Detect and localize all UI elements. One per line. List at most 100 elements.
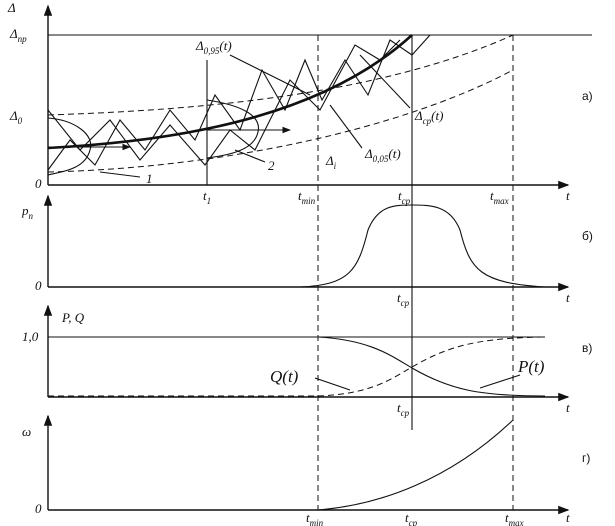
label-part: Δ xyxy=(364,146,373,161)
origin: 0 xyxy=(35,278,42,293)
label-part: Q(t) xyxy=(270,367,299,386)
label-part: 2 xyxy=(268,158,275,173)
callout: 2 xyxy=(268,158,275,173)
label-part: (t) xyxy=(219,38,231,53)
leader xyxy=(479,374,521,389)
time-label: tmax xyxy=(490,188,509,206)
subscript: max xyxy=(509,518,524,526)
label-part: t xyxy=(490,188,494,203)
label-part: Δ xyxy=(9,108,18,123)
origin: 0 xyxy=(35,176,42,191)
subscript: ср xyxy=(401,408,410,418)
density xyxy=(47,117,92,176)
axis-label: t xyxy=(566,290,570,305)
label-part: ω xyxy=(22,424,31,439)
level-label: Δпр xyxy=(9,26,27,44)
curve-label: Δср(t) xyxy=(414,108,443,126)
label-part: p xyxy=(21,203,29,218)
subscript: 0 xyxy=(18,116,23,126)
panel-tag: а) xyxy=(582,89,593,103)
label-part: t xyxy=(566,400,570,415)
label-part: P, Q xyxy=(61,310,85,325)
label-part: 0 xyxy=(35,278,42,293)
q-curve xyxy=(48,336,546,397)
label-part: Δ xyxy=(7,0,16,15)
panel-tag: г) xyxy=(582,451,590,465)
curve-label: Δ0,95(t) xyxy=(195,38,232,56)
callout: 1 xyxy=(146,171,153,186)
time-label: tср xyxy=(397,290,410,308)
subscript: 1 xyxy=(207,196,212,206)
subscript: max xyxy=(494,196,509,206)
subscript: ср xyxy=(409,518,418,526)
label-part: t xyxy=(298,188,302,203)
axis-label: ω xyxy=(22,424,31,439)
leader xyxy=(314,377,351,391)
lower-curve xyxy=(47,69,514,173)
label-part: t xyxy=(203,188,207,203)
label-part: t xyxy=(306,510,310,525)
leader xyxy=(359,54,411,109)
label-part: 0 xyxy=(35,501,42,516)
label-part: t xyxy=(505,510,509,525)
panel-d: ω t 0 tmin tср tmax г) xyxy=(22,414,590,526)
subscript: 0,05 xyxy=(373,154,389,164)
label-part: Δ xyxy=(325,153,334,168)
subscript: ср xyxy=(402,196,411,206)
panel-a: Δ t 0 Δпр Δ0 Δ0,95(t) Δср(t) Δ0,05(t) Δi… xyxy=(7,0,593,206)
subscript: ср xyxy=(423,116,432,126)
label-part: t xyxy=(566,188,570,203)
axis-label: t xyxy=(566,510,570,525)
subscript: ср xyxy=(401,298,410,308)
curve-label: Δ0,05(t) xyxy=(364,146,401,164)
curve-label: Q(t) xyxy=(270,367,299,386)
panel-c: P, Q t 1,0 Q(t) P(t) tср в) xyxy=(22,304,592,418)
axis-label: pn xyxy=(21,203,34,221)
origin: 0 xyxy=(35,501,42,516)
density xyxy=(206,99,259,159)
curve-label: Δi xyxy=(325,153,337,171)
label-part: t xyxy=(398,188,402,203)
leader xyxy=(99,171,141,178)
time-label: tср xyxy=(397,400,410,418)
curve-label: P(t) xyxy=(517,357,545,376)
time-label: tmax xyxy=(505,510,524,526)
level-label: Δ0 xyxy=(9,108,23,126)
leader xyxy=(229,54,311,96)
label-part: (t) xyxy=(388,146,400,161)
label-part: 1 xyxy=(146,171,153,186)
upper-curve xyxy=(47,34,514,116)
density-curve xyxy=(299,204,546,288)
label-part: Δ xyxy=(9,26,18,41)
label-part: Δ xyxy=(195,38,204,53)
panel-b: pn t 0 tср б) xyxy=(21,194,593,308)
label-part: t xyxy=(397,400,401,415)
label-part: t xyxy=(566,510,570,525)
level-label: 1,0 xyxy=(22,329,39,344)
label-part: (t) xyxy=(431,108,443,123)
axis-label: t xyxy=(566,400,570,415)
axis-label: Δ xyxy=(7,0,16,15)
omega-curve xyxy=(317,419,514,511)
label-part: Δ xyxy=(414,108,423,123)
time-label: t1 xyxy=(203,188,211,206)
realization xyxy=(47,39,401,166)
time-label: tср xyxy=(398,188,411,206)
panel-tag: в) xyxy=(582,341,592,355)
label-part: t xyxy=(397,290,401,305)
label-part: 1,0 xyxy=(22,329,39,344)
subscript: пр xyxy=(18,34,28,44)
p-curve xyxy=(48,336,546,397)
subscript: min xyxy=(310,518,324,526)
label-part: t xyxy=(405,510,409,525)
axis-label: t xyxy=(566,188,570,203)
subscript: min xyxy=(302,196,316,206)
time-label: tср xyxy=(405,510,418,526)
subscript: i xyxy=(334,161,337,171)
time-label: tmin xyxy=(306,510,324,526)
leader xyxy=(329,104,363,149)
subscript: n xyxy=(29,211,34,221)
leader xyxy=(234,149,266,163)
label-part: P(t) xyxy=(517,357,545,376)
